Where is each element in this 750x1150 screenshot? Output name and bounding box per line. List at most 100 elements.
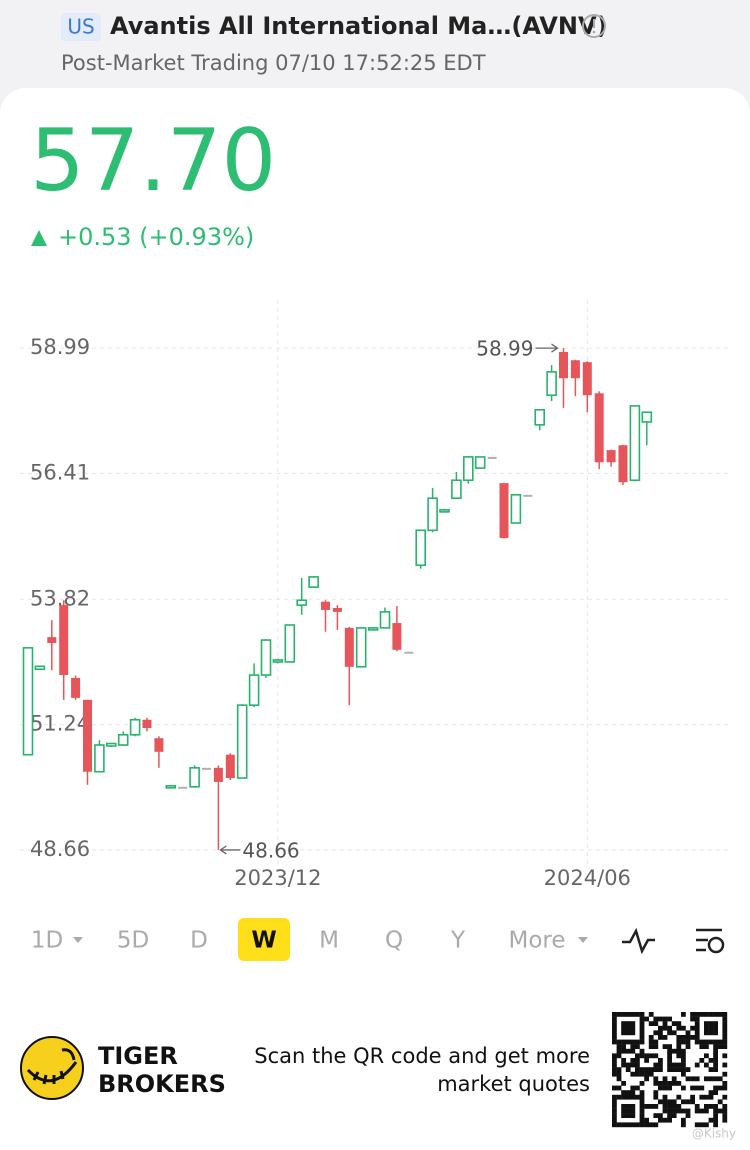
qr-module (630, 1062, 636, 1068)
period-tab[interactable]: 1D (31, 928, 63, 954)
qr-module (713, 1122, 718, 1128)
candle-body (284, 624, 296, 663)
qr-module (658, 1016, 663, 1022)
indicator-icon[interactable] (622, 927, 655, 955)
candle-body (260, 639, 272, 676)
qr-module (639, 1067, 645, 1072)
settings-icon[interactable] (696, 928, 725, 954)
qr-module (667, 1016, 672, 1022)
qr-module (625, 1048, 631, 1054)
candle-body (344, 627, 354, 667)
qr-module (690, 1025, 695, 1031)
qr-module (681, 1108, 686, 1114)
qr-module (658, 1030, 663, 1036)
period-tab[interactable]: Y (450, 928, 466, 954)
qr-module (671, 1104, 677, 1109)
qr-module (708, 1039, 714, 1045)
qr-module (621, 1108, 626, 1114)
qr-module (704, 1108, 709, 1114)
qr-module (648, 1067, 654, 1072)
qr-code (612, 1012, 728, 1128)
period-tab[interactable]: More (508, 928, 565, 954)
qr-module (694, 1012, 700, 1017)
qr-module (694, 1062, 700, 1068)
qr-module (630, 1021, 636, 1026)
qr-module (630, 1071, 636, 1077)
qr-module (708, 1012, 714, 1017)
qr-module (616, 1012, 622, 1017)
qr-module (639, 1117, 645, 1123)
qr-module (653, 1016, 659, 1022)
period-tab[interactable]: W (251, 928, 276, 954)
candle-body (594, 393, 604, 463)
qr-module (639, 1094, 645, 1100)
qr-module (658, 1062, 663, 1068)
qr-module (713, 1021, 718, 1026)
y-tick-label: 48.66 (30, 837, 90, 861)
qr-module (667, 1062, 672, 1068)
qr-module (639, 1012, 645, 1017)
qr-module (717, 1085, 723, 1091)
candle-body (546, 371, 557, 397)
qr-module (694, 1108, 700, 1114)
qr-module (722, 1085, 728, 1091)
qr-module (671, 1067, 677, 1072)
qr-module (662, 1016, 668, 1022)
qr-module (713, 1062, 718, 1068)
qr-module (704, 1122, 709, 1128)
qr-module (639, 1108, 645, 1114)
qr-module (676, 1025, 682, 1031)
qr-module (644, 1104, 649, 1109)
annotation-label: 58.99 (476, 337, 533, 361)
period-tab[interactable]: 5D (117, 928, 149, 954)
period-tab[interactable]: D (190, 928, 208, 954)
qr-module (616, 1044, 622, 1049)
dropdown-caret (578, 937, 588, 943)
candle-body (47, 637, 57, 643)
candle-body (248, 674, 260, 706)
candle-body (570, 360, 580, 379)
qr-module (662, 1076, 668, 1082)
dropdown-caret (73, 937, 83, 943)
candle-body (83, 699, 92, 772)
qr-module (648, 1039, 654, 1045)
period-tab[interactable]: M (319, 928, 339, 954)
qr-module (612, 1067, 617, 1072)
qr-module (676, 1108, 682, 1114)
qr-module (625, 1067, 631, 1072)
qr-module (621, 1012, 626, 1017)
qr-module (681, 1025, 686, 1031)
qr-module (694, 1085, 700, 1091)
qr-module (717, 1108, 723, 1114)
qr-module (658, 1081, 663, 1086)
candle-body (582, 362, 592, 396)
price: 57.70 (30, 111, 276, 211)
period-tab[interactable]: Q (385, 928, 403, 954)
info-icon[interactable] (582, 14, 606, 38)
qr-module (722, 1071, 728, 1077)
qr-module (616, 1048, 622, 1054)
qr-module (713, 1076, 718, 1082)
candle-body (71, 677, 81, 698)
qr-module (685, 1030, 691, 1036)
qr-module (694, 1122, 700, 1128)
qr-module (639, 1099, 645, 1105)
qr-module (681, 1053, 686, 1059)
qr-module (671, 1099, 677, 1105)
qr-module (722, 1117, 728, 1123)
qr-module (658, 1085, 663, 1091)
qr-module (625, 1039, 631, 1045)
qr-module (658, 1035, 663, 1040)
qr-module (713, 1030, 718, 1036)
qr-module (671, 1030, 677, 1036)
candle-body (308, 576, 319, 588)
x-tick-label: 2024/06 (544, 866, 631, 890)
candle-body (34, 665, 46, 671)
qr-module (630, 1012, 636, 1017)
qr-module (653, 1021, 659, 1026)
qr-module (630, 1025, 636, 1031)
qr-module (658, 1067, 663, 1072)
qr-module (662, 1081, 668, 1086)
qr-module (662, 1021, 668, 1026)
